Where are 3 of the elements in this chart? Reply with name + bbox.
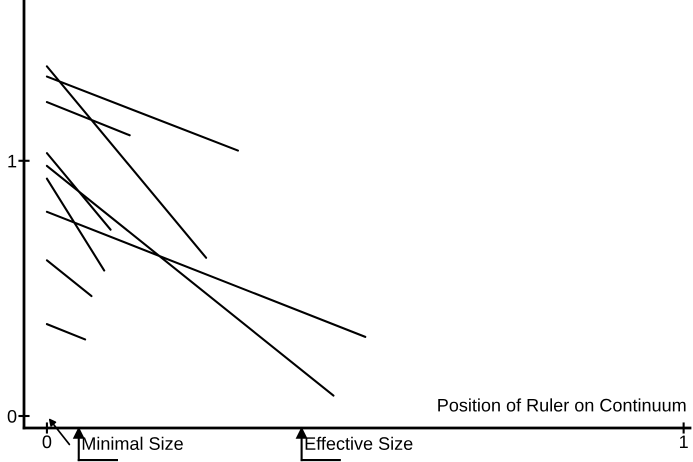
x-axis-title: Position of Ruler on Continuum [438, 398, 686, 412]
ref-line-label: Effective Size [306, 436, 412, 450]
ref-line-label: Minimal Size [82, 436, 183, 450]
